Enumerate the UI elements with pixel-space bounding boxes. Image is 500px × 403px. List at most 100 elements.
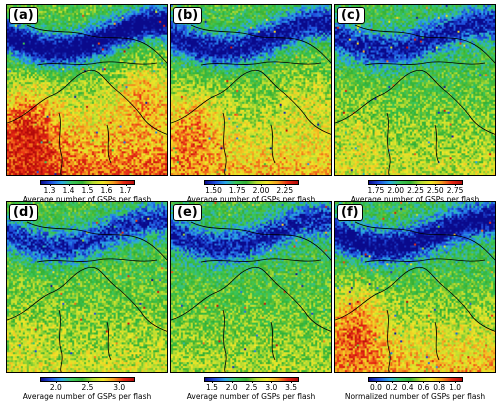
colorbar-tick-label: 1.6 bbox=[100, 186, 113, 195]
colorbar-tick-label: 2.00 bbox=[252, 186, 270, 195]
boundary-line bbox=[36, 258, 158, 263]
colorbar-tick-label: 1.3 bbox=[43, 186, 56, 195]
colorbar-tick-mark bbox=[435, 184, 437, 186]
boundary-line bbox=[434, 321, 440, 361]
colorbar-tick-label: 1.50 bbox=[205, 186, 222, 195]
boundary-line bbox=[434, 124, 440, 164]
boundary-line bbox=[354, 24, 495, 64]
colorbar-tick-mark bbox=[87, 381, 89, 383]
panel-label: (c) bbox=[337, 7, 365, 24]
panel-label: (a) bbox=[9, 7, 38, 24]
colorbar-tick-mark bbox=[423, 381, 425, 383]
colorbar-label: Average number of GSPs per flash bbox=[186, 392, 316, 401]
colorbar-tick-label: 2.0 bbox=[49, 383, 62, 392]
colorbar-tick-label: 2.5 bbox=[245, 383, 258, 392]
panel-e: (e) 1.5 2.0 2.5 3.0 3.5 Average number of GS… bbox=[170, 201, 332, 401]
map-c bbox=[334, 4, 496, 176]
colorbar-tick-label: 0.6 bbox=[417, 383, 430, 392]
panel-label: (b) bbox=[173, 7, 203, 24]
colorbar-tick-mark bbox=[455, 184, 457, 186]
colorbar-tick-mark bbox=[68, 184, 70, 186]
boundary-line bbox=[200, 258, 322, 263]
colorbar-tick-mark bbox=[391, 381, 393, 383]
colorbar-tick-label: 2.00 bbox=[387, 186, 405, 195]
colorbar-tick-mark bbox=[251, 381, 253, 383]
boundary-line bbox=[26, 24, 167, 64]
colorbar-tick-mark bbox=[237, 184, 239, 186]
colorbar-ticks: 1.50 1.75 2.00 2.25 bbox=[204, 184, 299, 196]
map-a bbox=[6, 4, 168, 176]
boundary-line bbox=[106, 321, 112, 361]
coastline-overlay bbox=[171, 24, 331, 175]
coastline-overlay bbox=[335, 24, 495, 175]
panel-a: (a) 1.3 1.4 1.5 1.6 1.7 Average number of GS… bbox=[6, 4, 168, 204]
panel-d: (d) 2.0 2.5 3.0 Average number of GSPs per… bbox=[6, 201, 168, 401]
panel-f: (f) 0.0 0.2 0.4 0.6 0.8 1.0 Normalized number… bbox=[334, 201, 496, 401]
boundary-line bbox=[7, 266, 167, 332]
colorbar-tick-label: 2.25 bbox=[276, 186, 294, 195]
colorbar-tick-label: 1.7 bbox=[119, 186, 132, 195]
colorbar-tick-mark bbox=[55, 381, 57, 383]
boundary-line bbox=[190, 221, 331, 261]
coastline-overlay bbox=[7, 221, 167, 372]
colorbar-label: Average number of GSPs per flash bbox=[186, 195, 316, 204]
colorbar-tick-mark bbox=[395, 184, 397, 186]
colorbar-tick-mark bbox=[211, 381, 213, 383]
colorbar-tick-mark bbox=[231, 381, 233, 383]
boundary-line bbox=[36, 61, 158, 66]
colorbar-tick-label: 1.75 bbox=[228, 186, 246, 195]
boundary-line bbox=[26, 221, 167, 261]
boundary-line bbox=[200, 61, 322, 66]
colorbar-tick-label: 3.5 bbox=[285, 383, 298, 392]
boundary-line bbox=[364, 61, 486, 66]
boundary-line bbox=[386, 309, 391, 372]
colorbar-label: Average number of GSPs per flash bbox=[22, 392, 152, 401]
map-e bbox=[170, 201, 332, 373]
panel-label: (d) bbox=[9, 204, 39, 221]
colorbar-tick-mark bbox=[284, 184, 286, 186]
boundary-line bbox=[58, 309, 63, 372]
boundary-line bbox=[190, 24, 331, 64]
colorbar-tick-label: 1.5 bbox=[205, 383, 218, 392]
colorbar-tick-label: 2.5 bbox=[81, 383, 94, 392]
boundary-line bbox=[58, 112, 63, 175]
colorbar-tick-label: 2.50 bbox=[426, 186, 444, 195]
boundary-line bbox=[222, 112, 227, 175]
colorbar-tick-mark bbox=[407, 381, 409, 383]
colorbar-tick-label: 1.75 bbox=[367, 186, 385, 195]
colorbar-tick-label: 1.5 bbox=[81, 186, 94, 195]
colorbar bbox=[204, 180, 299, 185]
panel-label: (f) bbox=[337, 204, 363, 221]
colorbar-label: Normalized number of GSPs per flash bbox=[344, 392, 486, 401]
boundary-line bbox=[386, 112, 391, 175]
colorbar bbox=[368, 377, 463, 382]
colorbar-tick-mark bbox=[213, 184, 215, 186]
colorbar-tick-mark bbox=[439, 381, 441, 383]
boundary-line bbox=[171, 69, 331, 135]
coastline-overlay bbox=[171, 221, 331, 372]
coastline-overlay bbox=[7, 24, 167, 175]
colorbar-tick-mark bbox=[49, 184, 51, 186]
coastline-overlay bbox=[335, 221, 495, 372]
colorbar-tick-mark bbox=[119, 381, 121, 383]
colorbar-tick-mark bbox=[375, 381, 377, 383]
boundary-line bbox=[335, 69, 495, 135]
colorbar-tick-mark bbox=[291, 381, 293, 383]
colorbar-tick-mark bbox=[106, 184, 108, 186]
colorbar-tick-mark bbox=[375, 184, 377, 186]
colorbar-tick-label: 0.0 bbox=[369, 383, 382, 392]
colorbar-tick-label: 0.2 bbox=[385, 383, 398, 392]
colorbar-tick-mark bbox=[261, 184, 262, 186]
colorbar-tick-mark bbox=[415, 184, 417, 186]
boundary-line bbox=[222, 309, 227, 372]
colorbar-tick-label: 0.4 bbox=[401, 383, 414, 392]
colorbar-tick-label: 0.8 bbox=[433, 383, 446, 392]
colorbar-label: Average number of GSPs per flash bbox=[22, 195, 152, 204]
boundary-line bbox=[270, 321, 276, 361]
boundary-line bbox=[354, 221, 495, 261]
boundary-line bbox=[335, 266, 495, 332]
colorbar-ticks: 1.75 2.00 2.25 2.50 2.75 bbox=[367, 184, 463, 196]
boundary-line bbox=[364, 258, 486, 263]
map-f bbox=[334, 201, 496, 373]
colorbar-tick-label: 3.0 bbox=[265, 383, 278, 392]
